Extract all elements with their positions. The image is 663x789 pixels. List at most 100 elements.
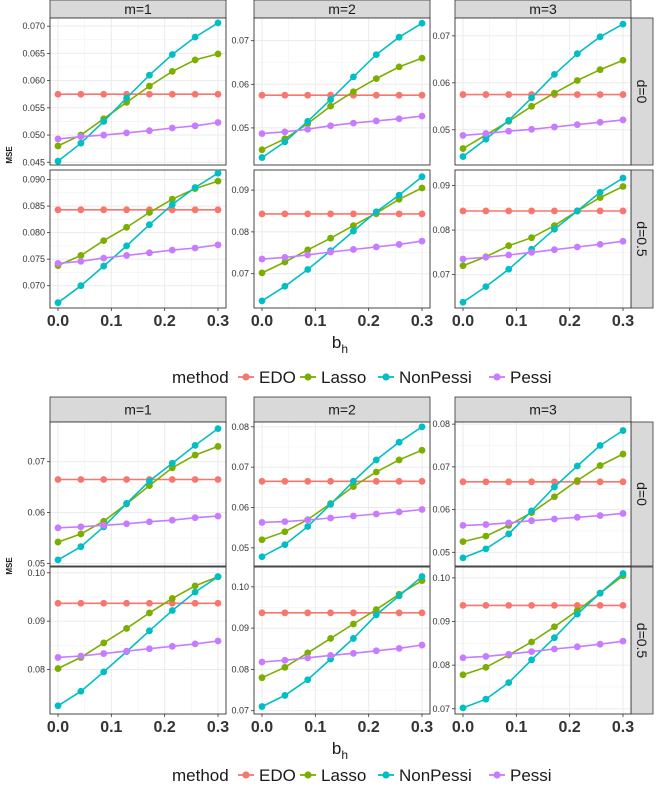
point-nonpessi bbox=[350, 73, 357, 81]
point-edo bbox=[528, 478, 535, 486]
point-edo bbox=[596, 601, 604, 609]
point-edo bbox=[350, 609, 357, 617]
y-tick-label: 0.08 bbox=[432, 225, 450, 235]
point-lasso bbox=[619, 56, 627, 64]
point-pessi bbox=[551, 246, 558, 254]
panel-border bbox=[49, 169, 227, 309]
series-line-nonpessi bbox=[261, 176, 423, 302]
x-tick-label: 0.2 bbox=[358, 313, 380, 330]
point-edo bbox=[505, 207, 513, 215]
point-nonpessi bbox=[123, 242, 130, 250]
point-edo bbox=[482, 207, 490, 215]
point-edo bbox=[123, 206, 130, 214]
point-pessi bbox=[619, 237, 627, 245]
point-edo bbox=[54, 90, 62, 98]
point-pessi bbox=[418, 506, 426, 513]
point-nonpessi bbox=[528, 656, 535, 664]
panel-border bbox=[454, 566, 632, 715]
point-nonpessi bbox=[304, 117, 312, 125]
point-pessi bbox=[258, 255, 266, 263]
point-pessi bbox=[214, 119, 222, 126]
legend-title: method bbox=[172, 766, 229, 785]
point-nonpessi bbox=[54, 702, 62, 710]
point-lasso bbox=[258, 536, 266, 544]
point-lasso bbox=[54, 142, 62, 150]
point-nonpessi bbox=[551, 70, 558, 78]
point-nonpessi bbox=[214, 425, 222, 433]
point-lasso bbox=[168, 67, 176, 75]
x-tick-label: 0.0 bbox=[452, 719, 474, 736]
point-nonpessi bbox=[619, 20, 627, 28]
y-tick-label: 0.060 bbox=[22, 76, 45, 86]
point-edo bbox=[418, 477, 426, 485]
point-nonpessi bbox=[258, 154, 266, 161]
y-tick-label: 0.07 bbox=[432, 704, 450, 714]
legend-key-point bbox=[242, 771, 250, 779]
point-pessi bbox=[482, 253, 490, 261]
x-tick-label: 0.2 bbox=[154, 719, 176, 736]
point-pessi bbox=[168, 124, 176, 132]
y-tick-label: 0.090 bbox=[22, 175, 45, 185]
point-pessi bbox=[596, 118, 604, 126]
x-tick-label: 0.0 bbox=[452, 313, 474, 330]
point-nonpessi bbox=[395, 592, 403, 600]
point-edo bbox=[327, 609, 334, 617]
panel-m=2-d=0.5: 0.07 0.08 0.09 0.10 0.0 0.1 0.2 0.3 bbox=[231, 566, 433, 736]
point-pessi bbox=[304, 516, 312, 524]
point-nonpessi bbox=[77, 543, 85, 551]
panel-border bbox=[49, 17, 227, 166]
point-lasso bbox=[146, 609, 153, 617]
point-edo bbox=[372, 477, 380, 485]
point-nonpessi bbox=[54, 299, 62, 307]
strip-col-label: m=2 bbox=[328, 402, 356, 418]
point-pessi bbox=[350, 246, 357, 253]
series-line-nonpessi bbox=[57, 172, 219, 304]
point-edo bbox=[54, 599, 62, 607]
legend-item-pessi: Pessi bbox=[510, 766, 552, 785]
point-edo bbox=[168, 90, 176, 98]
point-nonpessi bbox=[395, 438, 403, 446]
y-tick-label: 0.06 bbox=[432, 505, 450, 515]
point-pessi bbox=[372, 510, 380, 518]
point-edo bbox=[418, 210, 426, 218]
point-pessi bbox=[191, 244, 199, 252]
series-line-lasso bbox=[261, 57, 423, 151]
series-line-pessi bbox=[462, 512, 624, 527]
point-lasso bbox=[191, 56, 199, 64]
point-lasso bbox=[54, 538, 62, 546]
panel-m=3-d=0.5: 0.07 0.08 0.09 0.10 0.0 0.1 0.2 0.3 bbox=[432, 566, 634, 736]
point-pessi bbox=[146, 645, 153, 653]
panel-m=3-d=0.5: 0.07 0.08 0.09 0.0 0.1 0.2 0.3 bbox=[432, 169, 634, 330]
point-edo bbox=[258, 210, 266, 218]
point-lasso bbox=[528, 102, 535, 110]
panel-m=3-d=0: 0.05 0.06 0.07 bbox=[432, 17, 632, 166]
point-lasso bbox=[596, 194, 604, 202]
point-edo bbox=[619, 91, 627, 98]
legend-item-lasso: Lasso bbox=[321, 766, 366, 785]
y-tick-label: 0.055 bbox=[22, 103, 45, 113]
point-pessi bbox=[596, 640, 604, 648]
point-pessi bbox=[619, 510, 627, 517]
panel-m=2-d=0: 0.05 0.06 0.07 0.08 bbox=[231, 421, 431, 567]
point-pessi bbox=[372, 647, 380, 655]
series-line-pessi bbox=[57, 244, 219, 265]
point-lasso bbox=[327, 635, 334, 642]
y-tick-label: 0.05 bbox=[231, 123, 249, 133]
point-nonpessi bbox=[505, 116, 513, 124]
point-nonpessi bbox=[482, 135, 490, 143]
y-tick-label: 0.10 bbox=[27, 568, 45, 578]
legend-key-point bbox=[382, 771, 390, 779]
point-nonpessi bbox=[214, 19, 222, 27]
point-lasso bbox=[214, 177, 222, 185]
point-nonpessi bbox=[596, 188, 604, 196]
point-edo bbox=[123, 476, 130, 483]
point-lasso bbox=[372, 606, 380, 613]
point-nonpessi bbox=[281, 282, 289, 290]
point-pessi bbox=[551, 123, 558, 131]
point-pessi bbox=[505, 251, 513, 259]
point-pessi bbox=[573, 121, 581, 129]
point-lasso bbox=[191, 582, 199, 590]
y-tick-label: 0.05 bbox=[432, 125, 450, 135]
point-nonpessi bbox=[459, 554, 467, 562]
point-edo bbox=[191, 476, 199, 483]
